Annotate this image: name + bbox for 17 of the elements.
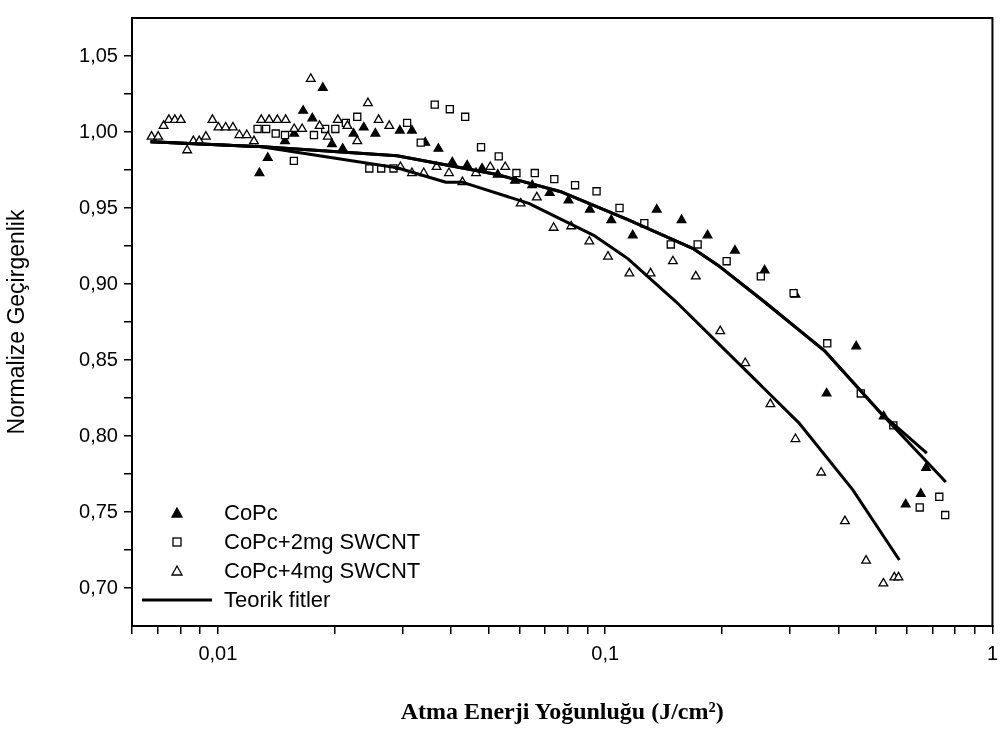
x-tick-label: 0,01 [198,641,238,664]
y-tick-label: 0,80 [79,423,118,446]
y-tick-label: 0,90 [79,271,118,294]
y-tick-label: 1,05 [79,43,118,66]
legend-label: Teorik fitler [224,586,331,613]
y-tick-label: 0,70 [79,575,118,598]
y-tick-label: 0,75 [79,499,118,522]
x-tick-label: 0,1 [591,641,620,664]
y-axis-title: Normalize Geçirgenlik [3,209,30,435]
x-axis-title: Atma Enerji Yoğunluğu (J/cm²) [400,697,724,724]
legend-label: CoPc+2mg SWCNT [224,528,421,555]
y-tick-label: 1,00 [79,119,118,142]
x-tick-label: 1 [986,641,998,664]
y-tick-label: 0,85 [79,347,118,370]
legend-label: CoPc [224,499,278,526]
legend-label: CoPc+4mg SWCNT [224,557,421,584]
y-tick-label: 0,95 [79,195,118,218]
